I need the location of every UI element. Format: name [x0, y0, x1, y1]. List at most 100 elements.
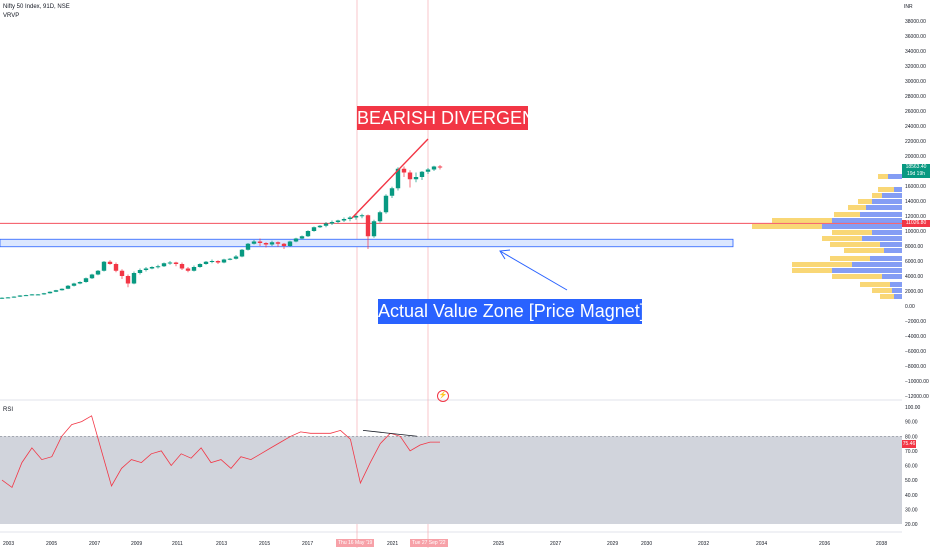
candle-body [0, 297, 5, 299]
candle-body [431, 166, 437, 170]
time-axis-label: 2038 [876, 541, 887, 547]
candle-body [89, 274, 95, 279]
indicator-label[interactable]: VRVP [3, 13, 20, 19]
candle-body [65, 285, 71, 289]
candle-body [221, 259, 227, 263]
candle-body [281, 243, 287, 246]
candle-body [233, 256, 239, 259]
rsi-band [0, 436, 902, 524]
price-axis-label: 10000.00 [905, 229, 926, 235]
candle-body [329, 222, 335, 224]
candle-body [215, 261, 221, 263]
candle-body [167, 262, 173, 264]
candle-body [335, 220, 341, 222]
lightning-icon[interactable]: ⚡ [437, 390, 449, 402]
candle-body [317, 225, 323, 228]
volume-profile-bar [860, 282, 890, 287]
candle-body [365, 215, 371, 237]
volume-profile-bar [880, 294, 894, 299]
price-axis-label: −4000.00 [905, 334, 926, 340]
symbol-title[interactable]: Nifty 50 Index, 91D, NSE [3, 4, 70, 10]
countdown-tag: 19d 19h [902, 171, 930, 178]
candle-body [161, 263, 167, 267]
candle-body [71, 283, 77, 286]
price-axis-label: 8000.00 [905, 244, 923, 250]
time-axis-label: 2013 [216, 541, 227, 547]
price-axis-label: −10000.00 [905, 379, 929, 385]
candle-body [323, 223, 329, 226]
rsi-line [1, 415, 440, 489]
price-axis-label: −2000.00 [905, 319, 926, 325]
volume-profile-bar [752, 224, 822, 229]
candle-body [191, 267, 197, 271]
candle-body [341, 219, 347, 221]
volume-profile-bar [878, 174, 888, 179]
date-tag-first: Thu 16 May '19 [336, 539, 375, 547]
price-axis-label: 20000.00 [905, 154, 926, 160]
volume-profile-bar [860, 212, 902, 217]
time-axis-label: 2030 [641, 541, 652, 547]
rsi-axis-label: 30.00 [905, 507, 918, 513]
candle-body [149, 267, 155, 269]
volume-profile-bar [792, 262, 852, 267]
volume-profile-bar [792, 268, 832, 273]
time-axis-label: 2029 [607, 541, 618, 547]
volume-profile-bar [882, 274, 902, 279]
time-axis-label: 2025 [493, 541, 504, 547]
volume-profile-bar [888, 174, 902, 179]
candle-body [173, 262, 179, 264]
candle-body [107, 261, 113, 264]
volume-profile-bar [894, 294, 902, 299]
candle-body [401, 168, 407, 173]
candle-body [155, 266, 161, 268]
currency-label: INR [904, 4, 913, 10]
candle-body [119, 270, 125, 276]
candle-body [23, 295, 29, 297]
candle-body [83, 278, 89, 282]
time-axis-label: 2011 [172, 541, 183, 547]
candle-body [17, 295, 23, 297]
rsi-label[interactable]: RSI [3, 407, 14, 413]
zone-arrow [499, 250, 568, 291]
level-price-tag: 11026.80 [902, 220, 930, 227]
volume-profile-bar [852, 262, 902, 267]
price-axis-label: 32000.00 [905, 64, 926, 70]
price-axis-label: 26000.00 [905, 109, 926, 115]
candle-body [101, 261, 107, 271]
candle-body [137, 270, 143, 273]
candle-body [125, 276, 131, 284]
value-zone-label[interactable]: Actual Value Zone [Price Magnet] [378, 299, 645, 324]
candle-body [179, 264, 185, 269]
volume-profile-bar [858, 199, 872, 204]
volume-profile-bar [892, 288, 902, 293]
bearish-divergence-label[interactable]: BEARISH DIVERGENCE [357, 106, 561, 130]
price-axis-label: 4000.00 [905, 274, 923, 280]
candle-body [377, 212, 383, 222]
volume-profile-bar [878, 187, 894, 192]
date-tag-second: Tue 27 Sep '22 [410, 539, 448, 547]
candle-body [143, 268, 149, 270]
candle-body [59, 288, 65, 291]
candle-body [41, 293, 47, 295]
volume-profile-bar [772, 218, 832, 223]
candle-body [203, 261, 209, 264]
candle-body [293, 238, 299, 242]
volume-profile-bar [844, 248, 884, 253]
candle-body [131, 273, 137, 284]
price-axis-label: 24000.00 [905, 124, 926, 130]
candle-body [77, 282, 83, 284]
volume-profile-bar [870, 256, 902, 261]
candle-body [227, 258, 233, 260]
volume-profile-bar [866, 205, 902, 210]
price-axis-label: 28000.00 [905, 94, 926, 100]
volume-profile-bar [832, 274, 882, 279]
volume-profile-bar [872, 288, 892, 293]
candle-body [113, 264, 119, 271]
volume-profile-bar [830, 256, 870, 261]
time-axis-label: 2034 [756, 541, 767, 547]
last-price-tag: 18563.40 [902, 164, 930, 171]
candle-body [269, 242, 275, 245]
time-axis-label: 2027 [550, 541, 561, 547]
